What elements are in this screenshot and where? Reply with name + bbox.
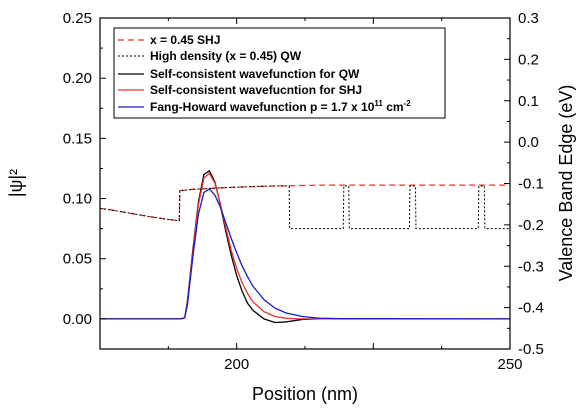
series-line-0 [100,184,510,222]
legend-fh-text-b: cm [383,100,404,114]
legend-label-qw: High density (x = 0.45) QW [150,49,302,63]
legend-fh-sup-2: -2 [404,99,412,108]
legend: x = 0.45 SHJ High density (x = 0.45) QW … [113,27,446,119]
legend-label-shj: x = 0.45 SHJ [150,33,220,47]
legend-box [113,27,446,119]
y-right-tick-label: -0.3 [518,258,544,275]
y-right-tick-label: 0.2 [518,51,539,68]
series-line-2 [100,169,510,324]
y-left-tick-label: 0.05 [63,251,92,268]
x-tick-label: 250 [497,356,522,373]
y-left-tick-label: 0.00 [63,311,92,328]
y-left-tick-label: 0.15 [63,130,92,147]
y-right-tick-label: -0.1 [518,176,544,193]
legend-fh-sup-1: 11 [374,99,383,108]
legend-fh-text-a: Fang-Howard wavefunction p = 1.7 x 10 [150,100,375,114]
legend-swatches [118,39,144,108]
ticks-layer: 200 250 0.00 0.05 0.10 0.15 0.20 0.25 -0.5 -0.4 -0… [63,10,544,373]
y-right-tick-label: 0.1 [518,93,539,110]
y-right-tick-label: 0.3 [518,10,539,27]
legend-label-fang-howard: Fang-Howard wavefunction p = 1.7 x 1011 … [150,99,411,114]
y-right-tick-label: -0.5 [518,341,544,358]
series-line-3 [100,172,510,320]
y-left-tick-label: 0.25 [63,10,92,27]
x-axis-title: Position (nm) [252,384,358,404]
y-right-tick-label: 0.0 [518,134,539,151]
series-line-1 [100,185,510,230]
legend-label-sc-qw: Self-consistent wavefunction for QW [150,67,360,81]
x-tick-label: 200 [224,356,249,373]
y-right-tick-label: -0.2 [518,217,544,234]
y-right-tick-label: -0.4 [518,300,544,317]
series-layer [100,169,510,324]
series-line-4 [100,188,510,320]
legend-label-sc-shj: Self-consistent wavefucntion for SHJ [150,83,362,97]
y-left-tick-label: 0.10 [63,191,92,208]
y-left-tick-label: 0.20 [63,70,92,87]
left-axis-title: |ψ|² [6,169,26,197]
right-axis-title: Valence Band Edge (eV) [556,85,576,282]
